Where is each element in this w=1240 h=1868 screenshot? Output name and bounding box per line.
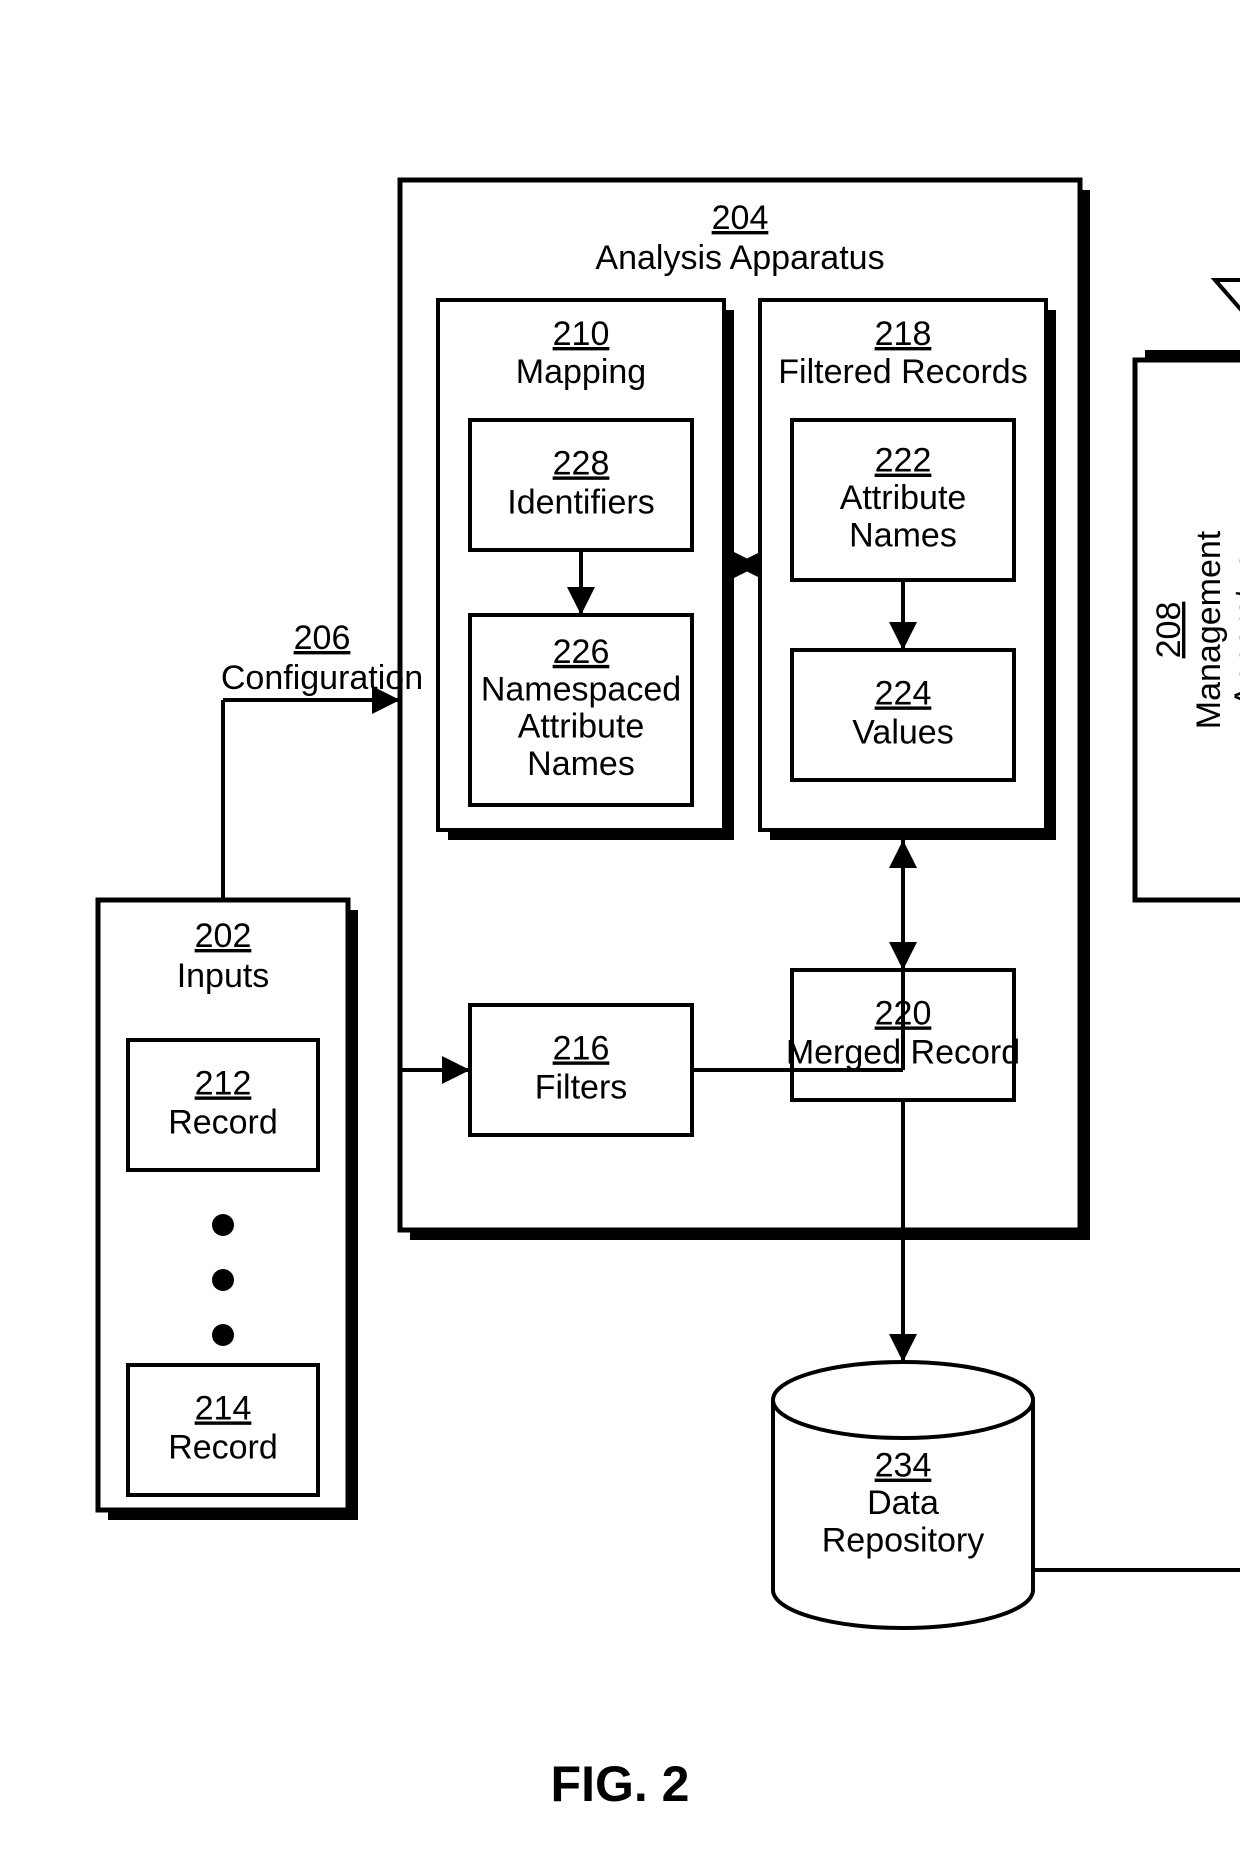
- record-212-label: Record: [168, 1104, 278, 1142]
- record-214-num: 214: [195, 1389, 252, 1427]
- data-repository: 234DataRepository: [773, 1240, 1033, 1628]
- identifiers-box: 228Identifiers: [470, 420, 692, 550]
- identifiers-box-num: 228: [553, 444, 610, 482]
- mgmt-l2: Apparatus: [1228, 553, 1240, 708]
- analysis-apparatus-panel: 204Analysis Apparatus 210Mapping 228Identi…: [400, 180, 1090, 1240]
- record-214-label: Record: [168, 1429, 278, 1467]
- filters-box-label: Filters: [535, 1069, 628, 1107]
- ellipsis-dot: [212, 1214, 234, 1236]
- mgmt-l1: Management: [1190, 530, 1228, 729]
- values-box-num: 224: [875, 674, 932, 712]
- record-212: 212Record: [128, 1040, 318, 1170]
- queries-arrow: 240Queries: [1215, 160, 1240, 360]
- mapping-label: Mapping: [516, 353, 646, 391]
- filtered-records-box: 218Filtered Records 222AttributeNames 224V…: [760, 300, 1056, 840]
- inputs-panel: 202Inputs212Record214Record: [98, 900, 358, 1520]
- repo-l2: Repository: [822, 1521, 985, 1559]
- attrnames-l2: Names: [849, 516, 957, 554]
- configuration-num: 206: [294, 619, 351, 657]
- values-box: 224Values: [792, 650, 1014, 780]
- namespaced-l1: Namespaced: [481, 670, 681, 708]
- ellipsis-dot: [212, 1324, 234, 1346]
- filtered-label: Filtered Records: [778, 353, 1027, 391]
- mapping-num: 210: [553, 315, 610, 353]
- filters-box: 216Filters: [470, 1005, 692, 1135]
- inputs-label: Inputs: [177, 957, 270, 995]
- repo-num: 234: [875, 1447, 932, 1485]
- identifiers-box-label: Identifiers: [507, 484, 654, 522]
- configuration-label: Configuration: [221, 659, 423, 697]
- figure-label: FIG. 2: [551, 1756, 690, 1812]
- filters-box-num: 216: [553, 1029, 610, 1067]
- record-214: 214Record: [128, 1365, 318, 1495]
- management-apparatus-panel: 208ManagementApparatus230Keys232Attribut…: [1135, 350, 1240, 900]
- namespaced-num: 226: [553, 633, 610, 671]
- attrnames-l1: Attribute: [840, 479, 967, 517]
- filtered-num: 218: [875, 315, 932, 353]
- repo-l1: Data: [867, 1484, 939, 1522]
- inputs-num: 202: [195, 917, 252, 955]
- namespaced-l2: Attribute: [518, 708, 645, 746]
- analysis-num: 204: [712, 199, 769, 237]
- attrnames-num: 222: [875, 442, 932, 480]
- mgmt-num: 208: [1150, 602, 1188, 659]
- mapping-box: 210Mapping 228Identifiers 226NamespacedAtt…: [438, 300, 734, 840]
- analysis-label: Analysis Apparatus: [595, 239, 884, 277]
- ellipsis-dot: [212, 1269, 234, 1291]
- namespaced-l3: Names: [527, 745, 635, 783]
- values-box-label: Values: [852, 714, 953, 752]
- record-212-num: 212: [195, 1064, 252, 1102]
